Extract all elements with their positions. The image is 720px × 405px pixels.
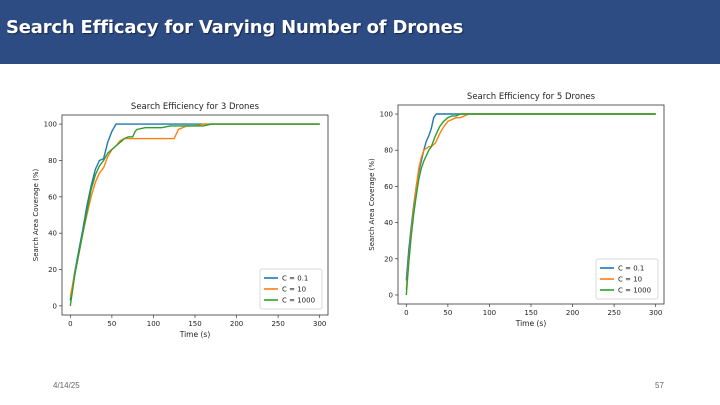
x-tick-label: 100 (483, 309, 496, 317)
y-tick-label: 0 (53, 302, 57, 310)
series-line-c-1000 (405, 113, 656, 296)
legend-label: C = 10 (282, 286, 306, 294)
series-line-c-10 (69, 123, 320, 297)
page-number: 57 (655, 381, 664, 390)
x-tick-label: 50 (443, 309, 452, 317)
y-tick-label: 0 (389, 291, 393, 299)
y-tick-label: 40 (48, 230, 57, 238)
x-tick-label: 0 (68, 320, 72, 328)
chart-title: Search Efficiency for 5 Drones (467, 92, 596, 102)
chart-5-drones: Search Efficiency for 5 Drones 0 50 100 150 2… (360, 88, 672, 334)
legend-label: C = 1000 (282, 297, 315, 305)
x-tick-label: 300 (313, 320, 326, 328)
x-tick-label: 200 (230, 320, 243, 328)
y-tick-label: 60 (48, 193, 57, 201)
series-line-c-0-1 (405, 113, 656, 281)
x-axis-label: Time (s) (515, 319, 547, 328)
series-line-c-0-1 (69, 123, 320, 301)
x-tick-label: 250 (271, 320, 284, 328)
chart-3-drones-svg: Search Efficiency for 3 Drones 0 50 100 150 2… (32, 102, 329, 339)
y-tick-label: 60 (384, 183, 393, 191)
y-axis-label: Search Area Coverage (%) (368, 158, 376, 251)
x-tick-label: 300 (649, 309, 662, 317)
legend-label: C = 1000 (618, 287, 651, 295)
chart-5-drones-svg: Search Efficiency for 5 Drones 0 50 100 150 2… (368, 92, 665, 328)
slide-title: Search Efficacy for Varying Number of Dr… (6, 17, 464, 38)
x-tick-label: 200 (566, 309, 579, 317)
x-tick-label: 250 (607, 309, 620, 317)
legend-box (259, 268, 323, 310)
y-tick-label: 20 (384, 255, 393, 263)
x-tick-label: 150 (524, 309, 537, 317)
legend-label: C = 10 (618, 276, 642, 284)
y-tick-label: 80 (48, 157, 57, 165)
x-tick-label: 0 (404, 309, 408, 317)
chart-3-drones: Search Efficiency for 3 Drones 0 50 100 150 2… (24, 97, 340, 345)
footer-date: 4/14/25 (53, 381, 80, 390)
y-tick-label: 80 (384, 147, 393, 155)
title-bar: Search Efficacy for Varying Number of Dr… (0, 0, 720, 64)
x-axis-label: Time (s) (179, 330, 211, 339)
chart-title: Search Efficiency for 3 Drones (131, 102, 260, 112)
legend-label: C = 0.1 (282, 275, 308, 283)
series-line-c-1000 (69, 123, 320, 306)
x-tick-label: 50 (107, 320, 116, 328)
legend-label: C = 0.1 (618, 265, 644, 273)
y-tick-label: 20 (48, 266, 57, 274)
x-tick-label: 150 (188, 320, 201, 328)
x-tick-label: 100 (147, 320, 160, 328)
legend-box (595, 258, 659, 300)
y-tick-label: 100 (380, 111, 393, 119)
y-axis-label: Search Area Coverage (%) (32, 168, 40, 261)
y-tick-label: 100 (44, 121, 57, 129)
y-tick-label: 40 (384, 219, 393, 227)
